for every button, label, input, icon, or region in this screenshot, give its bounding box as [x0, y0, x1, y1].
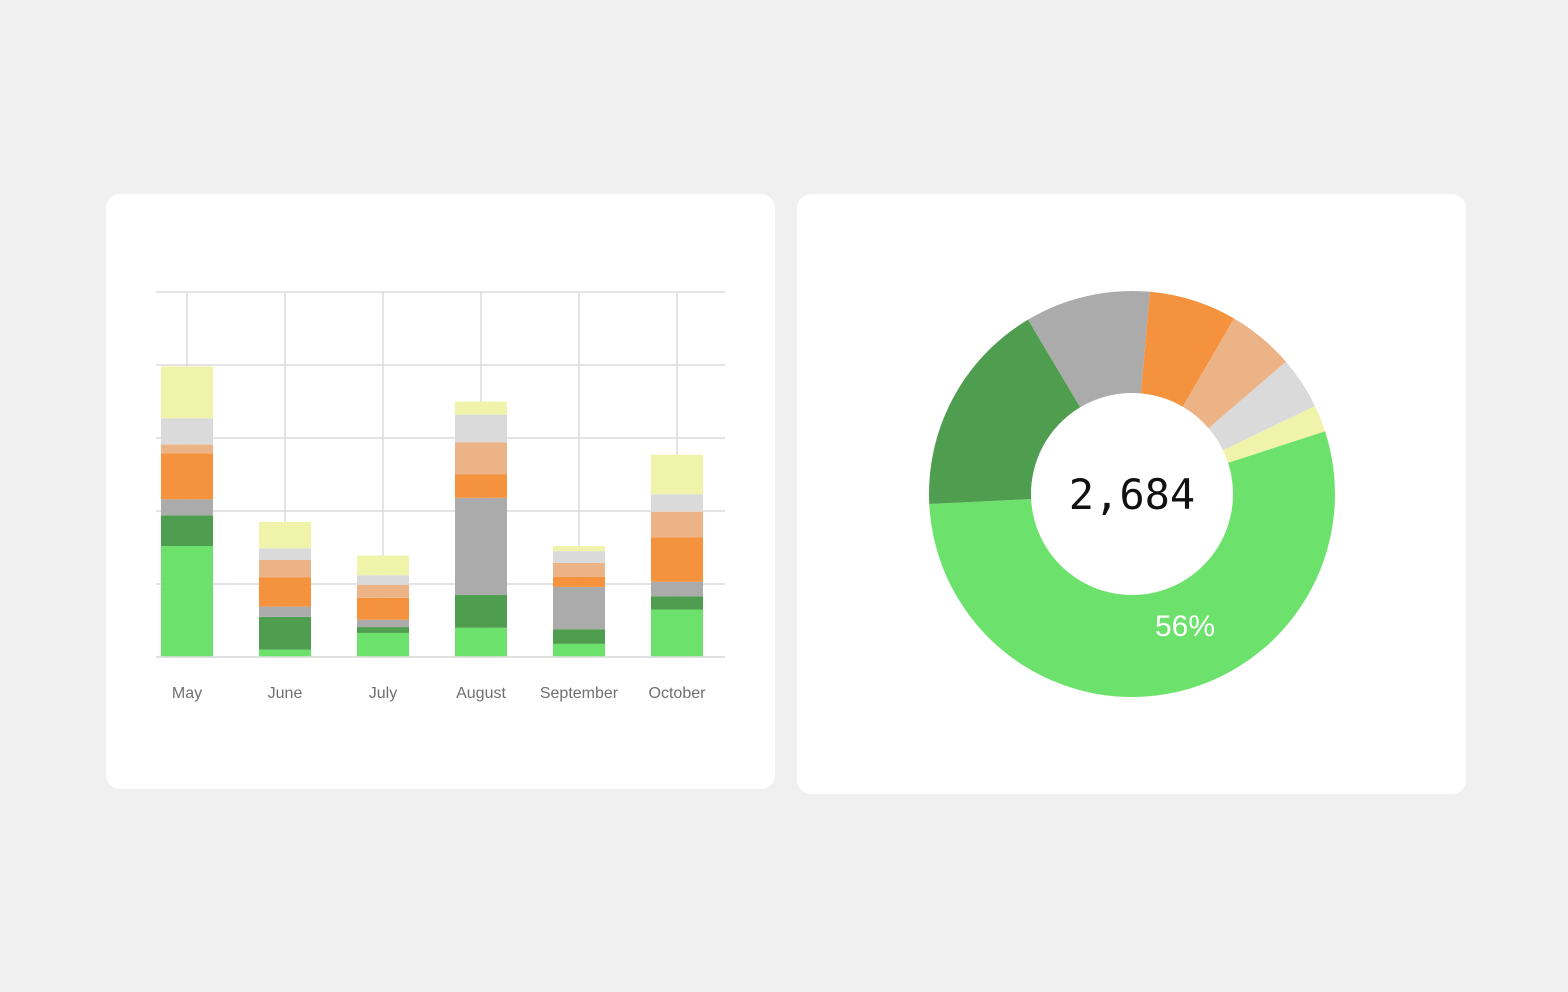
- bar-segment-september-5: [553, 562, 605, 577]
- bar-segment-october-4: [651, 537, 703, 582]
- x-tick-label-august: August: [456, 685, 506, 702]
- bar-segment-may-5: [161, 444, 213, 454]
- bar-segment-august-2: [455, 594, 507, 628]
- bar-segment-september-4: [553, 576, 605, 587]
- bar-segment-september-1: [553, 643, 605, 657]
- bars: [161, 366, 703, 657]
- donut-slice-5: [1182, 318, 1287, 429]
- stacked-bar-chart-card: May June July August September October: [106, 194, 775, 789]
- bar-segment-august-3: [455, 497, 507, 595]
- donut-slice-1: [929, 431, 1335, 698]
- donut-chart: 2,684 56%: [929, 291, 1335, 698]
- donut-slice-4: [1140, 291, 1235, 407]
- bar-segment-may-1: [161, 546, 213, 657]
- bar-segment-october-1: [651, 609, 703, 657]
- bar-segment-october-3: [651, 581, 703, 597]
- x-tick-label-october: October: [649, 685, 707, 702]
- donut-slice-6: [1208, 361, 1315, 451]
- x-tick-label-july: July: [369, 685, 397, 702]
- bar-segment-july-2: [357, 627, 409, 633]
- bar-segment-june-3: [259, 606, 311, 617]
- bar-segment-may-7: [161, 366, 213, 419]
- bar-segment-may-4: [161, 453, 213, 500]
- donut-slice-2: [929, 319, 1081, 505]
- bar-segment-august-7: [455, 401, 507, 415]
- bar-segment-october-7: [651, 454, 703, 495]
- x-tick-label-june: June: [268, 685, 303, 702]
- bar-segment-july-5: [357, 584, 409, 598]
- bar-segment-september-6: [553, 551, 605, 563]
- bar-segment-june-7: [259, 521, 311, 549]
- x-tick-label-september: September: [540, 685, 619, 702]
- bar-segment-july-4: [357, 597, 409, 620]
- grid: [156, 291, 725, 658]
- bar-segment-september-7: [553, 546, 605, 552]
- bar-segment-july-6: [357, 575, 409, 585]
- donut-slice-3: [1028, 291, 1151, 408]
- bar-segment-july-3: [357, 619, 409, 628]
- donut-chart-card: 2,684 56%: [797, 194, 1466, 794]
- bar-segment-september-2: [553, 629, 605, 644]
- bar-segment-august-6: [455, 414, 507, 443]
- bar-segment-september-3: [553, 586, 605, 630]
- bar-segment-june-1: [259, 649, 311, 657]
- bar-segment-august-1: [455, 627, 507, 657]
- bar-segment-october-6: [651, 494, 703, 512]
- bar-segment-june-4: [259, 577, 311, 607]
- bar-segment-june-2: [259, 616, 311, 650]
- x-tick-label-may: May: [172, 685, 202, 702]
- donut-center-total: 2,684: [1069, 470, 1195, 519]
- bar-segment-june-5: [259, 559, 311, 578]
- bar-segment-august-5: [455, 442, 507, 475]
- bar-segment-may-6: [161, 418, 213, 445]
- stacked-bar-chart: May June July August September October: [156, 291, 725, 702]
- bar-segment-may-2: [161, 515, 213, 547]
- bar-segment-july-1: [357, 632, 409, 657]
- donut-slices: [929, 291, 1335, 698]
- donut-slice-7: [1223, 406, 1326, 463]
- donut-highlight-percent: 56%: [1155, 610, 1215, 643]
- bar-segment-october-5: [651, 511, 703, 538]
- bar-segment-may-3: [161, 499, 213, 516]
- bar-segment-october-2: [651, 596, 703, 610]
- bar-segment-august-4: [455, 474, 507, 498]
- bar-segment-july-7: [357, 555, 409, 576]
- bar-segment-june-6: [259, 548, 311, 560]
